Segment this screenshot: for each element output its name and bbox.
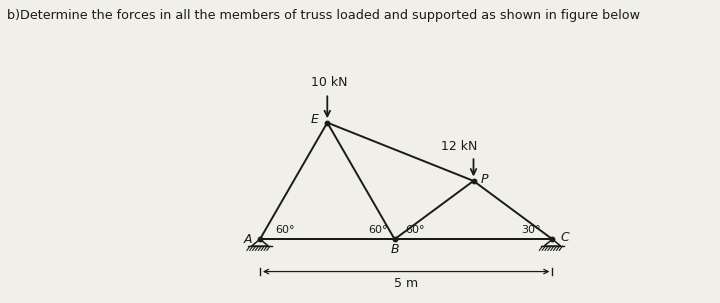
Text: A: A	[244, 233, 253, 246]
Text: 12 kN: 12 kN	[441, 140, 478, 153]
Text: 10 kN: 10 kN	[310, 76, 347, 89]
Text: 60°: 60°	[275, 225, 294, 235]
Text: 5 m: 5 m	[394, 277, 418, 290]
Text: E: E	[311, 113, 319, 126]
Text: C: C	[560, 231, 569, 244]
Text: P: P	[480, 173, 488, 186]
Text: 60°: 60°	[405, 225, 425, 235]
Text: b)Determine the forces in all the members of truss loaded and supported as shown: b)Determine the forces in all the member…	[7, 9, 640, 22]
Text: B: B	[390, 244, 399, 257]
Text: 30°: 30°	[521, 225, 541, 235]
Text: 60°: 60°	[368, 225, 387, 235]
